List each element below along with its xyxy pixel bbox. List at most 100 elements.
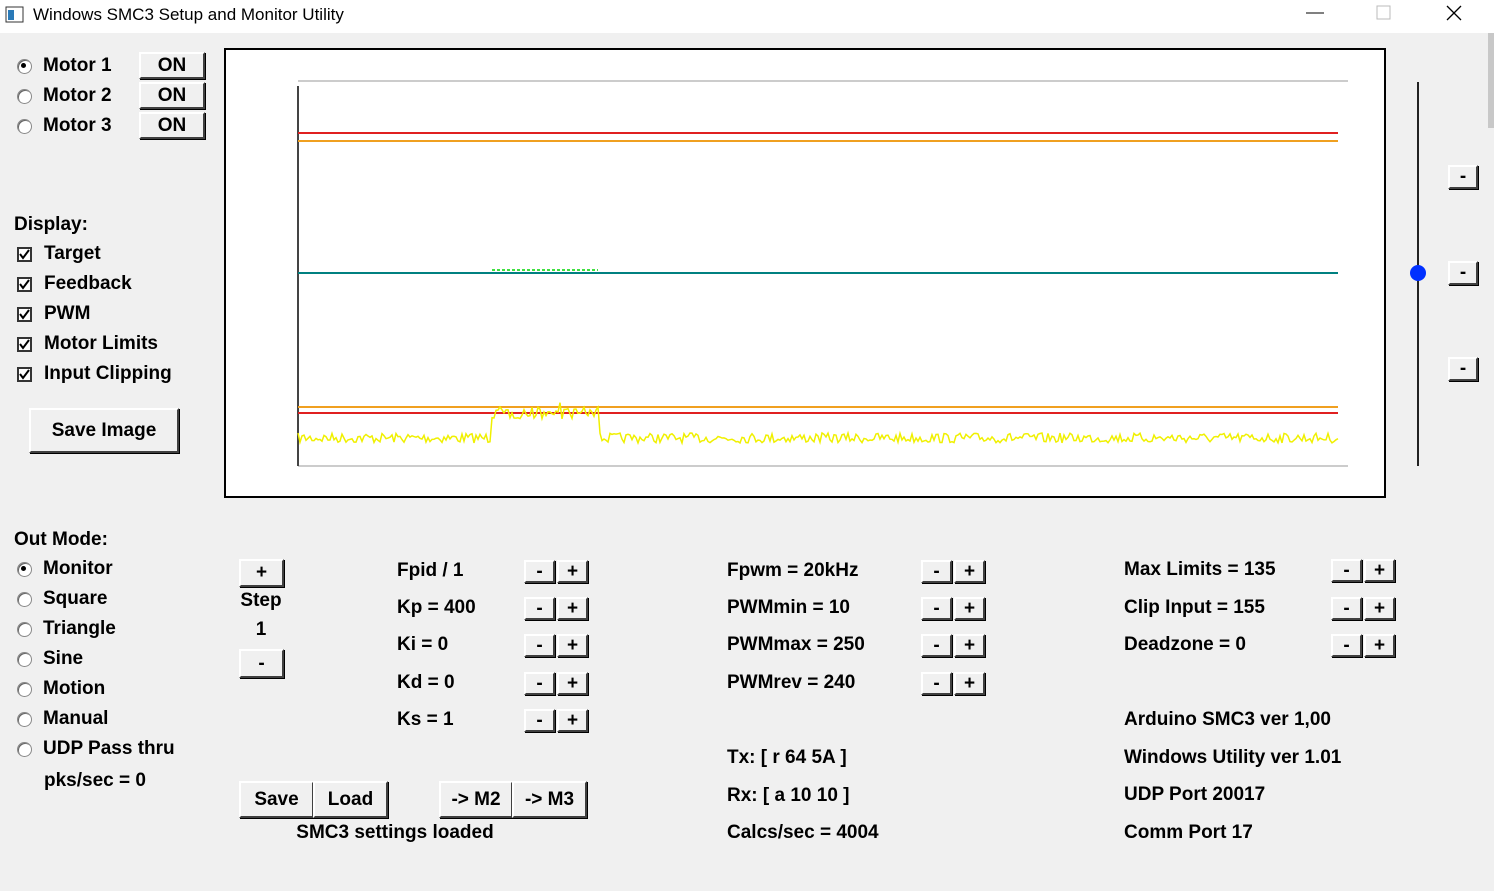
decrease-button[interactable]: -: [524, 634, 555, 657]
status-message: SMC3 settings loaded: [296, 822, 494, 843]
parameter-label: Fpwm = 20kHz: [727, 560, 859, 581]
out-mode-option: Triangle: [43, 618, 116, 639]
check-mark: [19, 249, 30, 260]
decrease-button[interactable]: -: [921, 634, 952, 657]
check-mark: [19, 369, 30, 380]
slider-step-button[interactable]: -: [1448, 165, 1478, 189]
decrease-button[interactable]: -: [1331, 597, 1362, 620]
display-option: Motor Limits: [44, 333, 158, 354]
step-minus-button[interactable]: -: [239, 649, 284, 678]
decrease-button[interactable]: -: [921, 560, 952, 583]
radio-button[interactable]: [17, 59, 32, 74]
out-mode-option: UDP Pass thru: [43, 738, 175, 759]
out-mode-option: Square: [43, 588, 108, 609]
display-option: Input Clipping: [44, 363, 172, 384]
increase-button[interactable]: +: [557, 709, 588, 732]
motor-on-button[interactable]: ON: [139, 112, 205, 139]
decrease-button[interactable]: -: [524, 709, 555, 732]
zoom-slider[interactable]: [1400, 80, 1440, 470]
decrease-button[interactable]: -: [1331, 634, 1362, 657]
increase-button[interactable]: +: [1364, 597, 1395, 620]
maximize-button[interactable]: [1376, 5, 1391, 20]
decrease-button[interactable]: -: [1331, 559, 1362, 582]
increase-button[interactable]: +: [557, 634, 588, 657]
parameter-label: PWMrev = 240: [727, 672, 856, 693]
decrease-button[interactable]: -: [921, 672, 952, 695]
checkbox[interactable]: [17, 307, 32, 322]
display-heading: Display:: [14, 214, 88, 235]
parameter-label: Kd = 0: [397, 672, 455, 693]
step-value: 1: [255, 619, 267, 640]
motor-label: Motor 3: [43, 115, 112, 136]
out-mode-option: Manual: [43, 708, 109, 729]
scrollbar: [1488, 33, 1494, 128]
decrease-button[interactable]: -: [524, 597, 555, 620]
profile-button[interactable]: Save: [239, 781, 314, 818]
parameter-label: Max Limits = 135: [1124, 559, 1276, 580]
slider-step-button[interactable]: -: [1448, 357, 1478, 381]
display-option: Target: [44, 243, 101, 264]
comm-status: Tx: [ r 64 5A ]: [727, 747, 847, 768]
radio-button[interactable]: [17, 562, 32, 577]
comm-status: Calcs/sec = 4004: [727, 822, 879, 843]
parameter-label: Kp = 400: [397, 597, 476, 618]
save-image-button[interactable]: Save Image: [29, 408, 179, 453]
app-icon: [5, 6, 24, 23]
out-mode-option: Motion: [43, 678, 106, 699]
motor-on-button[interactable]: ON: [139, 82, 205, 109]
checkbox[interactable]: [17, 277, 32, 292]
window-controls: [1306, 5, 1462, 21]
profile-button[interactable]: -> M2: [439, 781, 513, 818]
increase-button[interactable]: +: [557, 672, 588, 695]
pwm-trace: [297, 402, 1339, 446]
parameter-label: Ki = 0: [397, 634, 449, 655]
motor-on-button[interactable]: ON: [139, 52, 205, 79]
increase-button[interactable]: +: [557, 560, 588, 583]
window-title: Windows SMC3 Setup and Monitor Utility: [33, 5, 344, 24]
profile-button[interactable]: Load: [313, 781, 388, 818]
step-label: Step: [240, 590, 282, 611]
increase-button[interactable]: +: [1364, 634, 1395, 657]
increase-button[interactable]: +: [1364, 559, 1395, 582]
profile-button[interactable]: -> M3: [512, 781, 587, 818]
radio-button[interactable]: [17, 119, 32, 134]
decrease-button[interactable]: -: [921, 597, 952, 620]
increase-button[interactable]: +: [954, 560, 985, 583]
version-info: UDP Port 20017: [1124, 784, 1266, 805]
slider-step-button[interactable]: -: [1448, 261, 1478, 285]
radio-button[interactable]: [17, 712, 32, 727]
out-mode-option: Sine: [43, 648, 84, 669]
title-bar: Windows SMC3 Setup and Monitor Utility: [0, 0, 1494, 33]
radio-dot: [21, 63, 26, 68]
decrease-button[interactable]: -: [524, 672, 555, 695]
parameter-label: PWMmax = 250: [727, 634, 865, 655]
increase-button[interactable]: +: [557, 597, 588, 620]
checkbox[interactable]: [17, 367, 32, 382]
radio-button[interactable]: [17, 682, 32, 697]
radio-button[interactable]: [17, 742, 32, 757]
check-mark: [19, 339, 30, 350]
checkbox[interactable]: [17, 337, 32, 352]
display-option: Feedback: [44, 273, 132, 294]
checkbox[interactable]: [17, 247, 32, 262]
decrease-button[interactable]: -: [524, 560, 555, 583]
radio-button[interactable]: [17, 652, 32, 667]
increase-button[interactable]: +: [954, 634, 985, 657]
version-info: Arduino SMC3 ver 1,00: [1124, 709, 1331, 730]
step-plus-button[interactable]: +: [239, 559, 284, 587]
parameter-label: Deadzone = 0: [1124, 634, 1246, 655]
close-button[interactable]: [1446, 5, 1462, 21]
check-mark: [19, 309, 30, 320]
increase-button[interactable]: +: [954, 597, 985, 620]
radio-button[interactable]: [17, 89, 32, 104]
parameter-label: Fpid / 1: [397, 560, 464, 581]
comm-status: Rx: [ a 10 10 ]: [727, 785, 850, 806]
increase-button[interactable]: +: [954, 672, 985, 695]
radio-button[interactable]: [17, 622, 32, 637]
motor-label: Motor 1: [43, 55, 112, 76]
radio-button[interactable]: [17, 592, 32, 607]
packet-rate: pks/sec = 0: [44, 770, 146, 791]
motor-label: Motor 2: [43, 85, 112, 106]
version-info: Windows Utility ver 1.01: [1124, 747, 1342, 768]
